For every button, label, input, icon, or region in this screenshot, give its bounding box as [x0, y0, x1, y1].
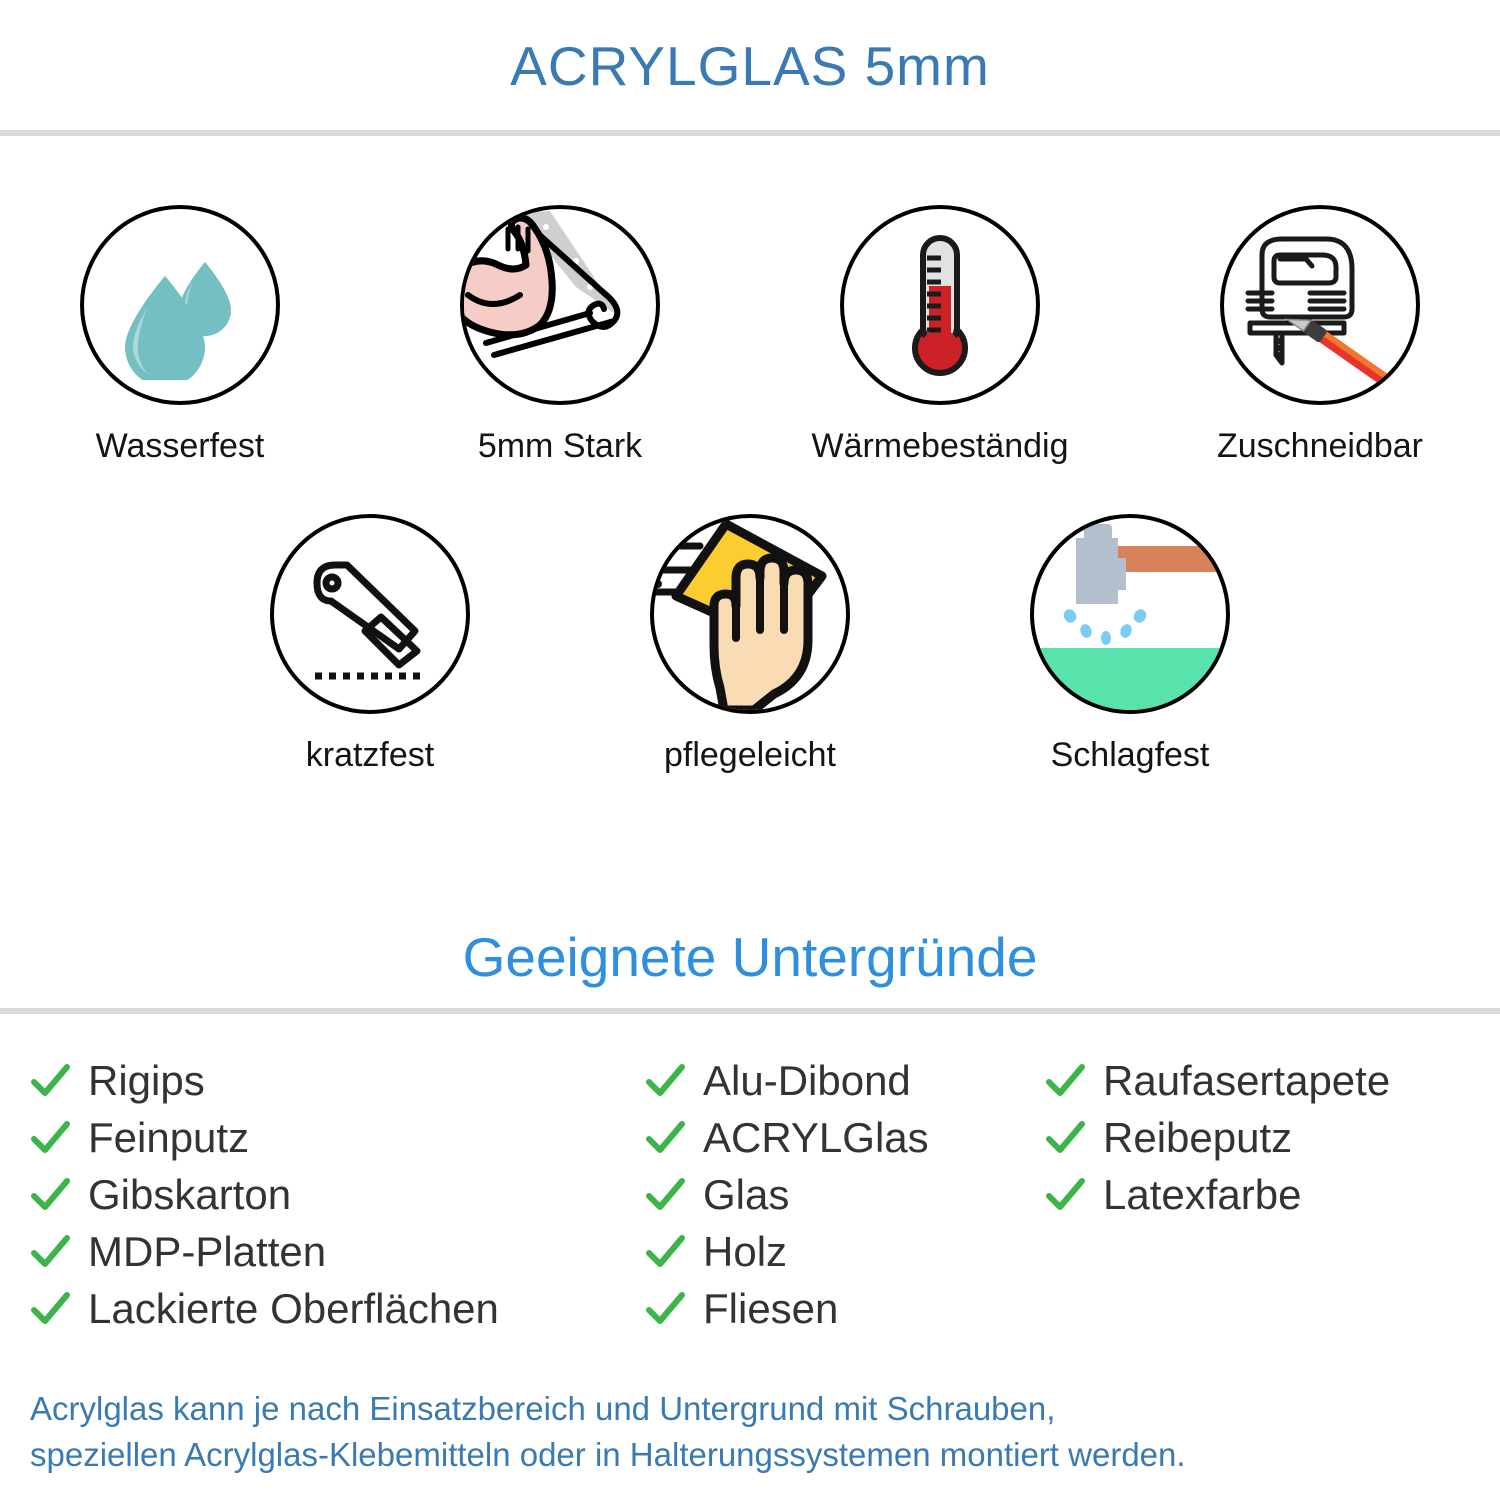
list-item-label: Rigips — [88, 1056, 205, 1104]
list-item-label: Raufasertapete — [1103, 1056, 1391, 1104]
list-item-label: Feinputz — [88, 1113, 250, 1161]
feature-icon-circle — [460, 205, 660, 405]
check-icon — [646, 1063, 685, 1096]
feature-kratzfest[interactable]: kratzfest — [225, 514, 515, 775]
check-icon — [31, 1177, 70, 1210]
feature-icon-circle — [650, 514, 850, 714]
list-item-label: ACRYLGlas — [703, 1113, 929, 1161]
list-item-label: Alu-Dibond — [703, 1056, 911, 1104]
list-item-label: Fliesen — [703, 1284, 839, 1332]
knife-scratch-icon — [295, 539, 445, 689]
jigsaw-cutter-icon — [1240, 225, 1400, 385]
feature-5mm-stark[interactable]: 5mm Stark — [415, 205, 705, 466]
list-item[interactable]: Reibeputz — [1043, 1109, 1483, 1166]
list-item[interactable]: MDP-Platten — [28, 1223, 643, 1280]
feature-wasserfest[interactable]: Wasserfest — [35, 205, 325, 466]
list-item-label: MDP-Platten — [88, 1227, 327, 1275]
feature-label: 5mm Stark — [477, 427, 643, 465]
check-icon — [646, 1120, 685, 1153]
list-item[interactable]: Gibskarton — [28, 1166, 643, 1223]
feature-schlagfest[interactable]: Schlagfest — [985, 514, 1275, 775]
check-icon — [31, 1234, 70, 1267]
list-item[interactable]: Fliesen — [643, 1280, 1043, 1337]
list-item[interactable]: Lackierte Oberflächen — [28, 1280, 643, 1337]
feature-label: Wasserfest — [95, 427, 265, 465]
list-item[interactable]: Alu-Dibond — [643, 1052, 1043, 1109]
feature-zuschneidbar[interactable]: Zuschneidbar — [1175, 205, 1465, 466]
list-item-label: Lackierte Oberflächen — [88, 1284, 499, 1332]
list-item[interactable]: Glas — [643, 1166, 1043, 1223]
feature-label: kratzfest — [305, 736, 435, 774]
section-subtitle: Geeignete Untergründe — [462, 926, 1038, 988]
list-item-label: Glas — [703, 1170, 790, 1218]
feature-label: pflegeleicht — [663, 736, 836, 774]
feature-row-2: kratzfest — [0, 514, 1500, 775]
list-item-label: Latexfarbe — [1103, 1170, 1302, 1218]
list-item-label: Holz — [703, 1227, 788, 1275]
check-icon — [31, 1120, 70, 1153]
footer-note: Acrylglas kann je nach Einsatzbereich un… — [30, 1386, 1480, 1477]
check-icon — [31, 1291, 70, 1324]
list-item[interactable]: Feinputz — [28, 1109, 643, 1166]
feature-label: Wärmebeständig — [811, 427, 1069, 465]
substrate-checklist: Rigips Feinputz Gibskarton MDP-Platten L… — [0, 1052, 1500, 1337]
water-drops-icon — [105, 230, 255, 380]
footer-line-2: speziellen Acrylglas-Klebemitteln oder i… — [30, 1435, 1186, 1473]
footer-line-1: Acrylglas kann je nach Einsatzbereich un… — [30, 1390, 1056, 1427]
feature-label: Zuschneidbar — [1216, 427, 1423, 465]
checklist-column-1: Rigips Feinputz Gibskarton MDP-Platten L… — [28, 1052, 643, 1337]
check-icon — [646, 1234, 685, 1267]
list-item-label: Reibeputz — [1103, 1113, 1293, 1161]
feature-pflegeleicht[interactable]: pflegeleicht — [605, 514, 895, 775]
feature-icon-circle — [270, 514, 470, 714]
list-item[interactable]: Latexfarbe — [1043, 1166, 1483, 1223]
check-icon — [31, 1063, 70, 1096]
check-icon — [1046, 1120, 1085, 1153]
check-icon — [646, 1177, 685, 1210]
hand-wiping-cloth-icon — [654, 518, 846, 710]
feature-row-1: Wasserfest — [0, 205, 1500, 466]
feature-icon-circle — [80, 205, 280, 405]
list-item[interactable]: Holz — [643, 1223, 1043, 1280]
feature-label: Schlagfest — [1050, 736, 1210, 774]
thermometer-icon — [894, 230, 986, 380]
flexed-bicep-icon — [464, 209, 656, 401]
page-title: ACRYLGLAS 5mm — [510, 35, 990, 97]
check-icon — [1046, 1177, 1085, 1210]
feature-icon-circle — [1030, 514, 1230, 714]
list-item[interactable]: ACRYLGlas — [643, 1109, 1043, 1166]
list-item-label: Gibskarton — [88, 1170, 292, 1218]
checklist-column-3: Raufasertapete Reibeputz Latexfarbe — [1043, 1052, 1483, 1337]
divider-middle — [0, 1008, 1500, 1014]
list-item[interactable]: Rigips — [28, 1052, 643, 1109]
feature-icon-circle — [840, 205, 1040, 405]
feature-grid: Wasserfest — [0, 205, 1500, 775]
divider-top — [0, 130, 1500, 136]
list-item[interactable]: Raufasertapete — [1043, 1052, 1483, 1109]
check-icon — [646, 1291, 685, 1324]
feature-icon-circle — [1220, 205, 1420, 405]
hammer-impact-icon — [1034, 518, 1226, 710]
feature-waermebestaendig[interactable]: Wärmebeständig — [795, 205, 1085, 466]
check-icon — [1046, 1063, 1085, 1096]
checklist-column-2: Alu-Dibond ACRYLGlas Glas Holz Fliesen — [643, 1052, 1043, 1337]
